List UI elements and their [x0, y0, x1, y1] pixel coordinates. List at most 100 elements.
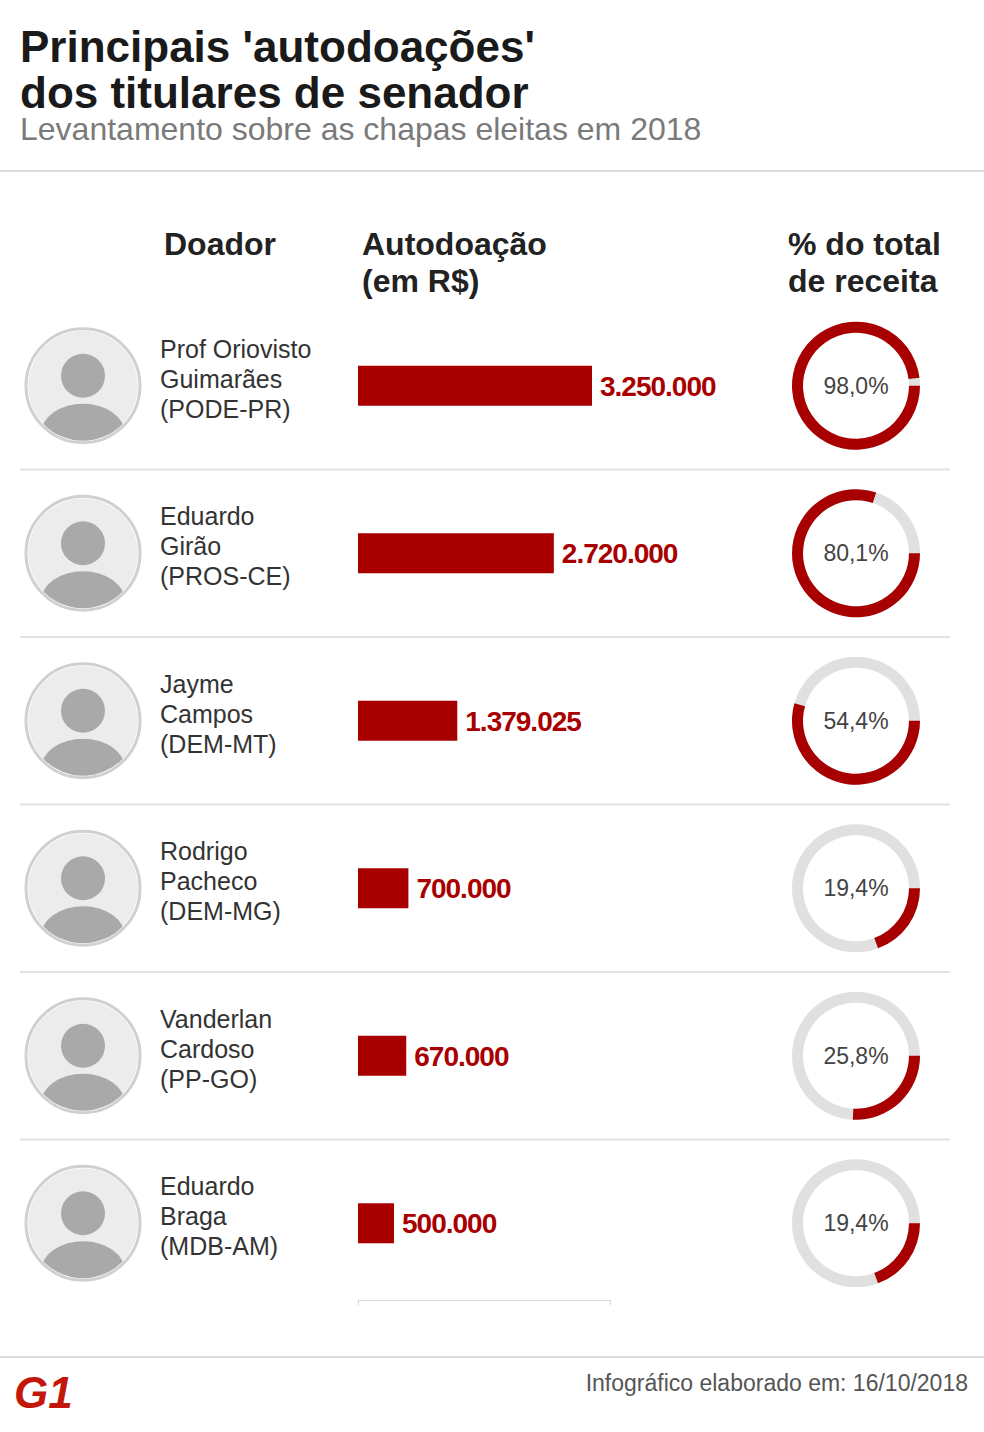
donut-value-label: 80,1%: [823, 540, 888, 566]
donut: [792, 992, 920, 1120]
category-label: VanderlanCardoso(PP-GO): [160, 1005, 272, 1093]
bar: [358, 868, 408, 908]
donut-value-label: 19,4%: [823, 1210, 888, 1236]
row-separator: [20, 971, 950, 973]
infographic: Principais 'autodoações'dos titulares de…: [0, 0, 984, 1432]
category-label-line: (DEM-MT): [160, 730, 277, 758]
photo-head: [61, 354, 105, 398]
category-label-line: Braga: [160, 1202, 227, 1230]
column-header: Autodoação(em R$): [362, 226, 547, 299]
column-header-line: (em R$): [362, 263, 479, 299]
donut-value-label: 98,0%: [823, 373, 888, 399]
donut: [792, 1159, 920, 1287]
photo-ring: [26, 496, 140, 610]
category-label-line: Prof Oriovisto: [160, 335, 311, 363]
bar-value-label: 1.379.025: [465, 706, 581, 737]
footer-rule: [0, 1356, 984, 1358]
category-label: JaymeCampos(DEM-MT): [160, 670, 277, 758]
photo-head: [61, 521, 105, 565]
donut: [792, 824, 920, 952]
donut-track: [792, 489, 920, 617]
source-logo: G1: [14, 1368, 73, 1417]
category-label-line: (PODE-PR): [160, 395, 291, 423]
category-label-line: (MDB-AM): [160, 1232, 278, 1260]
donut-arc: [792, 703, 920, 784]
category-label-line: Jayme: [160, 670, 234, 698]
bar: [358, 1203, 394, 1243]
photo-ring: [26, 329, 140, 443]
donut: [792, 657, 920, 785]
category-label: Prof OriovistoGuimarães(PODE-PR): [160, 335, 311, 423]
bars: [358, 366, 592, 1244]
photo-head: [61, 689, 105, 733]
category-label: EduardoBraga(MDB-AM): [160, 1172, 278, 1260]
row-separator: [20, 804, 950, 806]
x-axis: [359, 1300, 611, 1305]
category-label-line: Vanderlan: [160, 1005, 272, 1033]
category-label-line: Cardoso: [160, 1035, 255, 1063]
donut-track: [792, 1159, 920, 1287]
column-header-line: Autodoação: [362, 226, 547, 262]
category-label-line: Guimarães: [160, 365, 282, 393]
category-label-line: (PP-GO): [160, 1065, 257, 1093]
footer-note: Infográfico elaborado em: 16/10/2018: [586, 1370, 968, 1396]
photo-head: [61, 1024, 105, 1068]
donut-arc: [792, 489, 920, 617]
donut-track: [792, 824, 920, 952]
row-separator: [20, 636, 950, 638]
photo-ring: [26, 999, 140, 1113]
donut-value-label: 25,8%: [823, 1043, 888, 1069]
category-label-line: (PROS-CE): [160, 562, 291, 590]
row-separator: [20, 1139, 950, 1141]
bar: [358, 366, 592, 406]
subtitle: Levantamento sobre as chapas eleitas em …: [20, 111, 701, 147]
column-header-line: Doador: [164, 226, 276, 262]
photo-ring: [26, 1166, 140, 1280]
column-header: Doador: [164, 226, 276, 262]
category-label-line: Girão: [160, 532, 221, 560]
bar: [358, 1036, 406, 1076]
x-tick-mark: [610, 1300, 611, 1305]
bar-value-label: 500.000: [402, 1208, 497, 1239]
bar-value-label: 700.000: [416, 873, 511, 904]
donut-value-label: 19,4%: [823, 875, 888, 901]
category-label-line: Eduardo: [160, 502, 255, 530]
column-header-line: de receita: [788, 263, 938, 299]
category-label-line: Campos: [160, 700, 253, 728]
column-header: % do totalde receita: [788, 226, 941, 299]
category-label-line: Eduardo: [160, 1172, 255, 1200]
x-tick-mark: [358, 1300, 359, 1305]
donuts: [792, 322, 920, 1288]
bar-value-label: 2.720.000: [562, 538, 678, 569]
category-label-line: Rodrigo: [160, 837, 248, 865]
photo-head: [61, 856, 105, 900]
donut-track: [792, 992, 920, 1120]
donut-arc: [792, 322, 920, 450]
photo-ring: [26, 664, 140, 778]
bar-labels: 3.250.000 2.720.000 1.379.025 700.000 670.00…: [402, 371, 716, 1240]
row-separator: [20, 469, 950, 471]
title-line: Principais 'autodoações': [20, 22, 535, 71]
donut-track: [792, 322, 920, 450]
donut-value-label: 54,4%: [823, 708, 888, 734]
donut: [792, 489, 920, 617]
category-label-line: Pacheco: [160, 867, 257, 895]
bar: [358, 701, 457, 741]
x-tick: [610, 1300, 611, 1305]
header-rule: [0, 170, 984, 172]
x-tick: [358, 1300, 359, 1305]
title-line: dos titulares de senador: [20, 68, 529, 117]
category-label-line: (DEM-MG): [160, 897, 281, 925]
photo-head: [61, 1191, 105, 1235]
bar-value-label: 3.250.000: [600, 371, 716, 402]
title: Principais 'autodoações'dos titulares de…: [20, 22, 535, 117]
bar-value-label: 670.000: [414, 1041, 509, 1072]
donut: [792, 322, 920, 450]
category-label: EduardoGirão(PROS-CE): [160, 502, 291, 590]
photo-ring: [26, 831, 140, 945]
bar: [358, 533, 554, 573]
category-label: RodrigoPacheco(DEM-MG): [160, 837, 281, 925]
donut-track: [792, 657, 920, 785]
column-header-line: % do total: [788, 226, 941, 262]
x-axis-line: [359, 1301, 611, 1306]
